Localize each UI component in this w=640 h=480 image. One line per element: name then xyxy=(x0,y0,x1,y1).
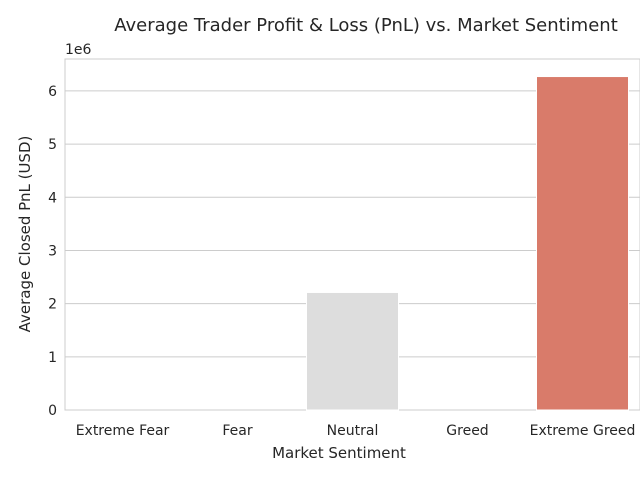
x-tick-label: Neutral xyxy=(327,423,379,439)
x-tick-label: Fear xyxy=(222,423,252,439)
y-tick-label: 3 xyxy=(48,243,57,259)
y-tick-label: 0 xyxy=(48,403,57,419)
x-tick-label: Extreme Greed xyxy=(530,423,636,439)
y-offset-label: 1e6 xyxy=(65,42,92,58)
x-axis-label: Market Sentiment xyxy=(272,444,406,462)
y-tick-label: 4 xyxy=(48,190,57,206)
y-tick-labels: 0 1 2 3 4 5 6 xyxy=(48,84,57,419)
bars xyxy=(306,76,629,411)
y-tick-label: 5 xyxy=(48,137,57,153)
chart-title: Average Trader Profit & Loss (PnL) vs. M… xyxy=(114,15,618,36)
y-axis-label: Average Closed PnL (USD) xyxy=(16,136,34,333)
x-tick-label: Greed xyxy=(446,423,488,439)
x-tick-label: Extreme Fear xyxy=(76,423,170,439)
bar-extreme-greed xyxy=(536,76,629,411)
y-tick-label: 1 xyxy=(48,350,57,366)
bar-neutral xyxy=(306,291,399,411)
x-tick-labels: Extreme Fear Fear Neutral Greed Extreme Gree… xyxy=(76,423,636,439)
y-tick-label: 6 xyxy=(48,84,57,100)
y-tick-label: 2 xyxy=(48,297,57,313)
